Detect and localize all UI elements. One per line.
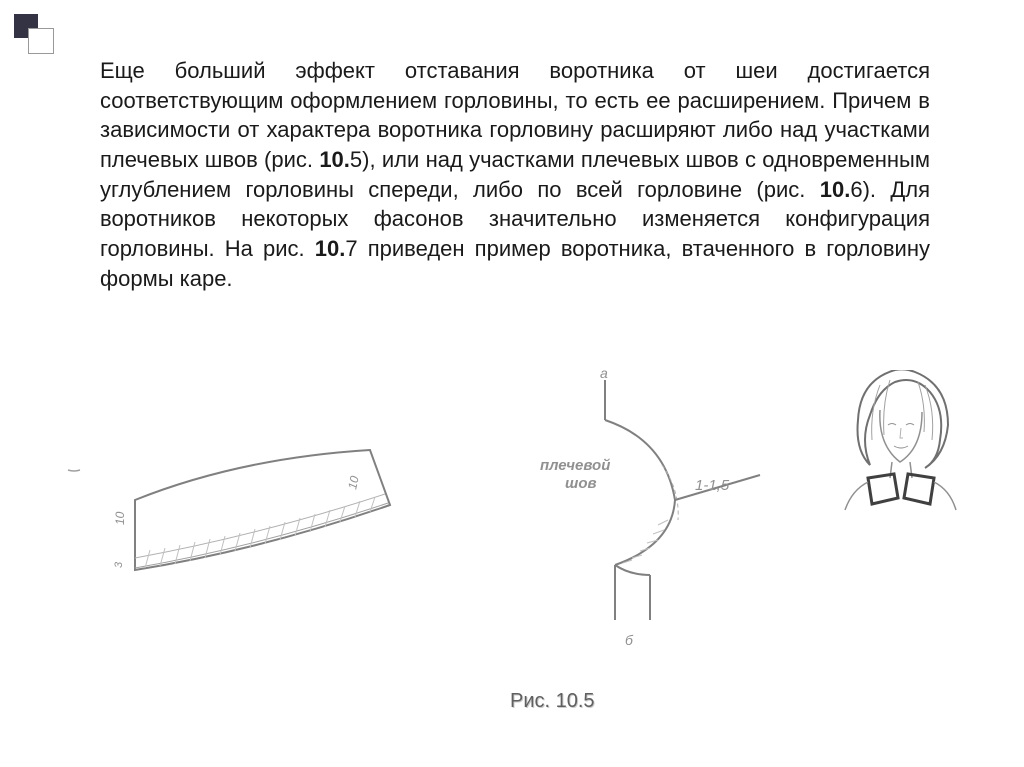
left-pattern-piece: 10 10 3 <box>113 450 390 570</box>
left-tick <box>68 470 80 471</box>
measure-1-1.5: 1-1,5 <box>695 477 730 494</box>
ref-10-5: 10. <box>319 147 350 172</box>
label-b: б <box>625 632 634 648</box>
shoulder-label-1: плечевой <box>540 457 610 474</box>
head-sketch <box>845 370 956 510</box>
main-content: Еще больший эффект отставания воротника … <box>100 56 930 294</box>
corner-light-square <box>28 28 54 54</box>
left-measure-10a: 10 <box>113 511 127 525</box>
collar-diagram-svg: 10 10 3 а <box>60 370 960 680</box>
left-measure-3: 3 <box>113 561 125 568</box>
slide-corner-decoration <box>14 14 54 54</box>
body-paragraph: Еще больший эффект отставания воротника … <box>100 56 930 294</box>
label-a: а <box>600 370 608 381</box>
ref-10-6: 10. <box>820 177 851 202</box>
figure-caption: Рис. 10.5 <box>510 690 595 713</box>
left-measure-10b: 10 <box>345 474 362 490</box>
shoulder-label-2: шов <box>565 475 597 492</box>
middle-neckline: а плечевой шов 1 <box>540 370 760 648</box>
ref-10-7: 10. <box>315 236 346 261</box>
diagram-area: 10 10 3 а <box>60 370 960 680</box>
